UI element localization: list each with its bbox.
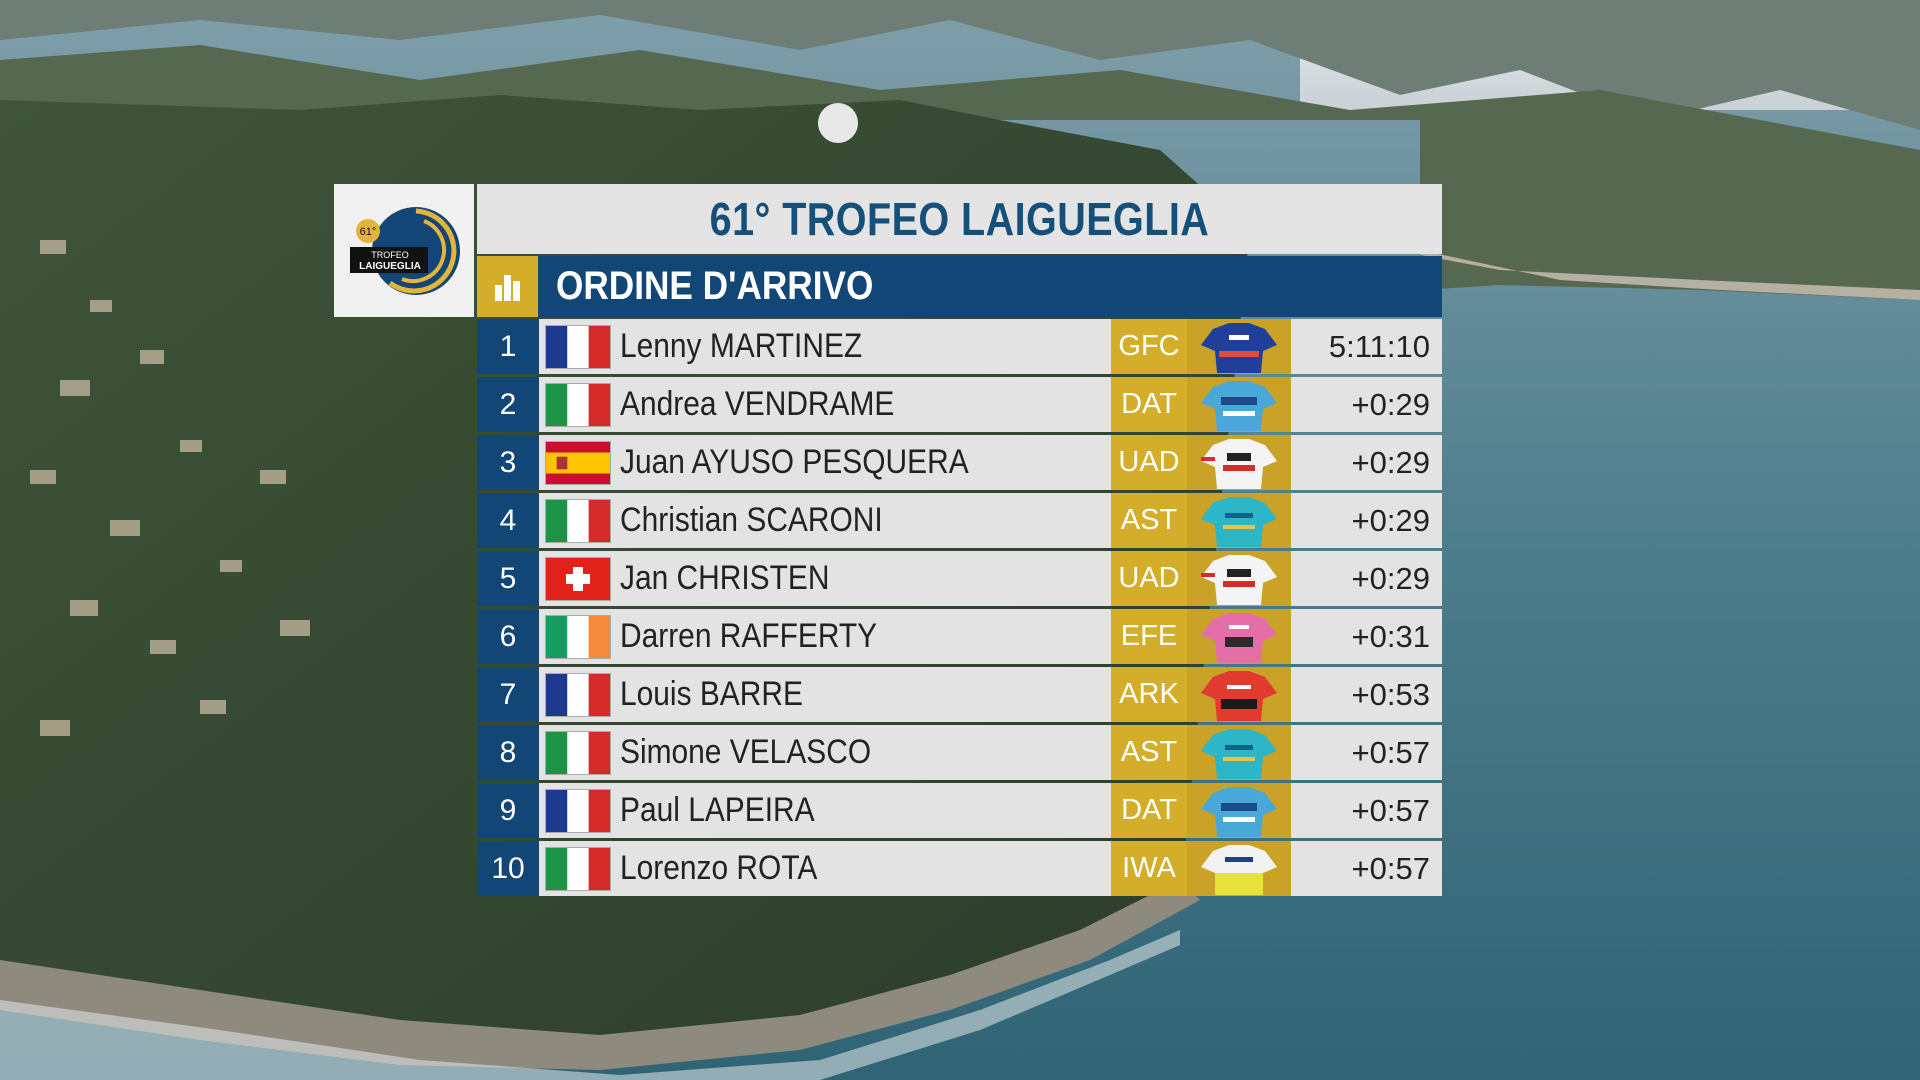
result-row: 9 Paul LAPEIRA DAT +0:57 bbox=[477, 783, 1442, 838]
results-header: ORDINE D'ARRIVO bbox=[477, 256, 1442, 317]
decathlon-jersey-icon bbox=[1187, 783, 1291, 838]
position: 4 bbox=[477, 493, 539, 548]
position: 10 bbox=[477, 841, 539, 896]
uae-emirates-jersey-icon bbox=[1187, 551, 1291, 606]
team-code: UAD bbox=[1111, 551, 1187, 606]
team-code: GFC bbox=[1111, 319, 1187, 374]
position: 8 bbox=[477, 725, 539, 780]
flag-spain-icon bbox=[546, 442, 610, 484]
svg-text:LAIGUEGLIA: LAIGUEGLIA bbox=[359, 261, 421, 272]
ef-education-jersey-icon bbox=[1187, 609, 1291, 664]
team-code: DAT bbox=[1111, 783, 1187, 838]
trofeo-laigueglia-logo-icon: 61° TROFEO LAIGUEGLIA bbox=[350, 206, 460, 295]
rider-name: Jan CHRISTEN bbox=[620, 559, 830, 597]
position: 7 bbox=[477, 667, 539, 722]
flag-switzerland-icon bbox=[546, 558, 610, 600]
finish-time: +0:57 bbox=[1351, 851, 1430, 886]
race-title: 61° TROFEO LAIGUEGLIA bbox=[709, 193, 1210, 245]
result-row: 8 Simone VELASCO AST +0:57 bbox=[477, 725, 1442, 780]
team-code: EFE bbox=[1111, 609, 1187, 664]
astana-jersey-icon bbox=[1187, 493, 1291, 548]
bar-chart-icon bbox=[477, 256, 538, 317]
rider-name: Christian SCARONI bbox=[620, 501, 883, 539]
uae-emirates-jersey-icon bbox=[1187, 435, 1291, 490]
position: 2 bbox=[477, 377, 539, 432]
position: 1 bbox=[477, 319, 539, 374]
rider-name: Paul LAPEIRA bbox=[620, 791, 815, 829]
flag-italy-icon bbox=[546, 384, 610, 426]
result-row: 3 Juan AYUSO PESQUERA UAD +0:29 bbox=[477, 435, 1442, 490]
results-table: 1 Lenny MARTINEZ GFC 5:11:10 2 Andrea VE… bbox=[477, 319, 1442, 899]
groupama-fdj-jersey-icon bbox=[1187, 319, 1291, 374]
flag-ireland-icon bbox=[546, 616, 610, 658]
position: 5 bbox=[477, 551, 539, 606]
team-code: AST bbox=[1111, 725, 1187, 780]
result-row: 1 Lenny MARTINEZ GFC 5:11:10 bbox=[477, 319, 1442, 374]
result-row: 10 Lorenzo ROTA IWA +0:57 bbox=[477, 841, 1442, 896]
decathlon-jersey-icon bbox=[1187, 377, 1291, 432]
rider-name: Louis BARRE bbox=[620, 675, 803, 713]
results-header-label: ORDINE D'ARRIVO bbox=[556, 264, 874, 308]
arkea-jersey-icon bbox=[1187, 667, 1291, 722]
position: 6 bbox=[477, 609, 539, 664]
finish-time: +0:53 bbox=[1351, 677, 1430, 712]
finish-time: +0:29 bbox=[1351, 503, 1430, 538]
rider-name: Lenny MARTINEZ bbox=[620, 327, 863, 365]
rider-name: Lorenzo ROTA bbox=[620, 849, 818, 887]
result-row: 6 Darren RAFFERTY EFE +0:31 bbox=[477, 609, 1442, 664]
result-row: 5 Jan CHRISTEN UAD +0:29 bbox=[477, 551, 1442, 606]
svg-text:TROFEO: TROFEO bbox=[371, 250, 409, 260]
team-code: DAT bbox=[1111, 377, 1187, 432]
flag-france-icon bbox=[546, 674, 610, 716]
flag-italy-icon bbox=[546, 500, 610, 542]
result-row: 2 Andrea VENDRAME DAT +0:29 bbox=[477, 377, 1442, 432]
rider-name: Darren RAFFERTY bbox=[620, 617, 878, 655]
race-title-bar: 61° TROFEO LAIGUEGLIA bbox=[477, 184, 1442, 254]
race-logo: 61° TROFEO LAIGUEGLIA bbox=[334, 184, 474, 317]
intermarche-wanty-jersey-icon bbox=[1187, 841, 1291, 896]
finish-time: +0:31 bbox=[1351, 619, 1430, 654]
rider-name: Juan AYUSO PESQUERA bbox=[620, 443, 969, 481]
team-code: AST bbox=[1111, 493, 1187, 548]
result-row: 4 Christian SCARONI AST +0:29 bbox=[477, 493, 1442, 548]
position: 3 bbox=[477, 435, 539, 490]
flag-france-icon bbox=[546, 790, 610, 832]
flag-italy-icon bbox=[546, 732, 610, 774]
team-code: IWA bbox=[1111, 841, 1187, 896]
flag-france-icon bbox=[546, 326, 610, 368]
finish-time: +0:57 bbox=[1351, 735, 1430, 770]
finish-time: 5:11:10 bbox=[1328, 329, 1430, 364]
finish-time: +0:29 bbox=[1351, 445, 1430, 480]
rider-name: Simone VELASCO bbox=[620, 733, 872, 771]
team-code: ARK bbox=[1111, 667, 1187, 722]
result-row: 7 Louis BARRE ARK +0:53 bbox=[477, 667, 1442, 722]
position: 9 bbox=[477, 783, 539, 838]
finish-time: +0:57 bbox=[1351, 793, 1430, 828]
svg-text:61°: 61° bbox=[360, 226, 377, 238]
flag-italy-icon bbox=[546, 848, 610, 890]
team-code: UAD bbox=[1111, 435, 1187, 490]
finish-time: +0:29 bbox=[1351, 387, 1430, 422]
finish-time: +0:29 bbox=[1351, 561, 1430, 596]
astana-jersey-icon bbox=[1187, 725, 1291, 780]
rider-name: Andrea VENDRAME bbox=[620, 385, 895, 423]
